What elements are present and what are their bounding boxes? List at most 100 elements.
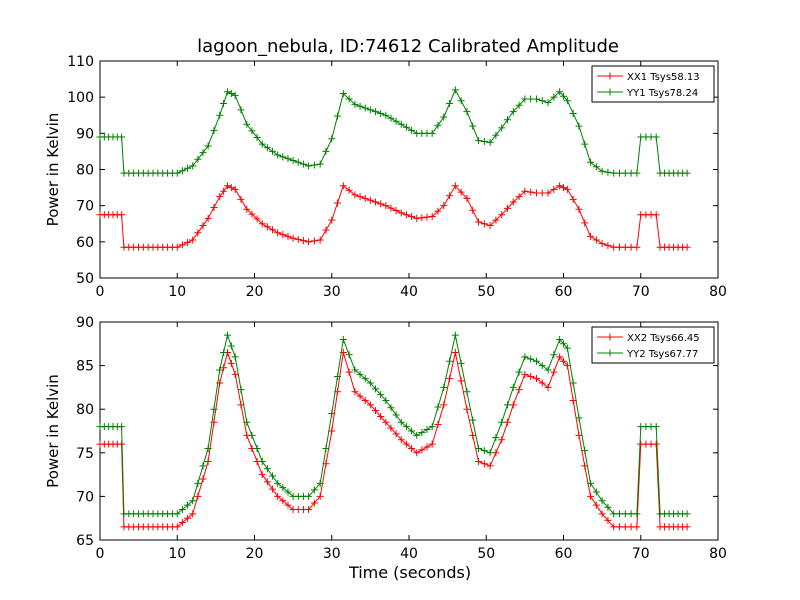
data-point [328, 427, 336, 435]
data-point [279, 231, 287, 239]
data-point [194, 479, 202, 487]
y-tick-label: 100 [67, 90, 94, 106]
data-point [372, 198, 380, 206]
data-point [258, 220, 266, 228]
legend-marker [606, 72, 614, 80]
data-point [361, 104, 369, 112]
data-point [598, 497, 606, 505]
data-point [263, 465, 271, 473]
y-tick-label: 85 [76, 359, 94, 375]
data-point [216, 193, 224, 201]
data-point [334, 199, 342, 207]
data-point [397, 436, 405, 444]
data-point [345, 95, 353, 103]
data-point [194, 229, 202, 237]
data-point [556, 88, 564, 96]
data-point [683, 243, 691, 251]
data-point [231, 353, 239, 361]
data-point [563, 185, 571, 193]
data-point [563, 344, 571, 352]
data-point [418, 446, 426, 454]
data-point [509, 383, 517, 391]
data-point [538, 379, 546, 387]
data-point [587, 492, 595, 500]
data-point [408, 213, 416, 221]
data-point [604, 241, 612, 249]
data-point [263, 478, 271, 486]
data-point [199, 462, 207, 470]
data-point [469, 431, 477, 439]
data-point [434, 207, 442, 215]
data-point [498, 436, 506, 444]
legend: XX1 Tsys58.13 YY1 Tsys78.24 [591, 65, 715, 103]
data-point [451, 86, 459, 94]
x-tick-label: 80 [709, 284, 727, 300]
data-point [475, 218, 483, 226]
data-point [509, 108, 517, 116]
data-point [486, 449, 494, 457]
data-point [377, 391, 385, 399]
data-point [194, 492, 202, 500]
x-tick-label: 0 [96, 284, 105, 300]
data-point [633, 243, 641, 251]
data-point [223, 331, 231, 339]
data-point [316, 236, 324, 244]
data-point [457, 377, 465, 385]
data-point [451, 182, 459, 190]
legend-box [591, 65, 715, 103]
data-point [351, 388, 359, 396]
data-point [544, 189, 552, 197]
data-point [457, 359, 465, 367]
data-point [575, 414, 583, 422]
x-tick-label: 50 [477, 284, 495, 300]
data-point [550, 351, 558, 359]
data-point [328, 135, 336, 143]
data-point [480, 447, 488, 455]
data-point [189, 497, 197, 505]
data-point [366, 196, 374, 204]
data-point [575, 205, 583, 213]
data-point [457, 188, 465, 196]
data-point [463, 108, 471, 116]
data-point [220, 187, 228, 195]
data-point [279, 484, 287, 492]
data-point [532, 357, 540, 365]
y-tick-label: 75 [76, 446, 94, 462]
data-point [334, 112, 342, 120]
data-point [569, 109, 577, 117]
data-point [527, 188, 535, 196]
y-tick-label: 50 [76, 271, 94, 287]
data-point [253, 134, 261, 142]
y-axis-label: Power in Kelvin [44, 374, 62, 488]
data-point [598, 240, 606, 248]
data-point [328, 216, 336, 224]
data-point [592, 488, 600, 496]
data-point [392, 117, 400, 125]
data-point [173, 243, 181, 251]
data-point [402, 423, 410, 431]
data-point [451, 349, 459, 357]
data-point [351, 100, 359, 108]
data-point [279, 153, 287, 161]
data-point [210, 203, 218, 211]
data-point [263, 223, 271, 231]
data-point [550, 368, 558, 376]
data-point [237, 106, 245, 114]
data-point [587, 232, 595, 240]
data-point [366, 379, 374, 387]
legend-label: XX1 Tsys58.13 [627, 72, 700, 83]
y-tick-label: 70 [76, 199, 94, 215]
data-point [556, 353, 564, 361]
data-point [633, 169, 641, 177]
data-point [220, 99, 228, 107]
data-point [408, 126, 416, 134]
data-point [521, 353, 529, 361]
data-point [560, 92, 567, 100]
data-point [683, 523, 691, 531]
x-axis-label: Time (seconds) [348, 563, 471, 582]
data-point [503, 204, 511, 212]
data-point [402, 440, 410, 448]
bottom-panel: 0 10 20 30 40 50 60 70 80 65 70 75 80 85 90 Power in Ke… [44, 315, 727, 562]
x-tick-label: 20 [246, 284, 264, 300]
data-point [515, 386, 523, 394]
